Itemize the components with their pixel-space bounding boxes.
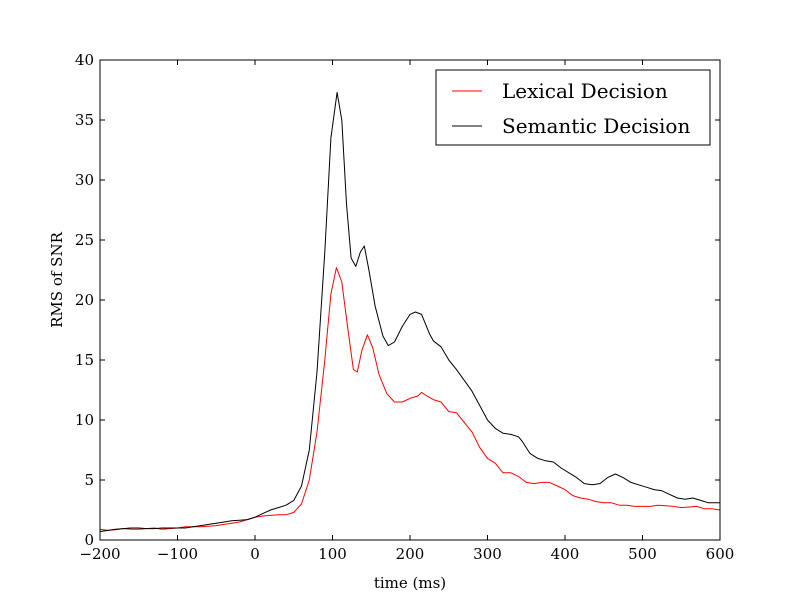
y-axis-title: RMS of SNR (48, 231, 66, 327)
x-tick-label: 600 (706, 545, 735, 563)
x-tick-label: 100 (318, 545, 347, 563)
legend-label-lexical-decision: Lexical Decision (502, 79, 668, 103)
series-line-semantic-decision (99, 91, 720, 533)
y-tick-label: 40 (75, 51, 94, 69)
legend-frame (435, 69, 711, 146)
y-tick-label: 5 (84, 471, 94, 489)
x-tick-label: 500 (628, 545, 657, 563)
labels-layer: −200 −100 0 100 200 300 400 500 600 0 5 10 15 20 25 30 3… (75, 51, 734, 563)
y-tick-label: 20 (75, 291, 94, 309)
x-tick-label: −200 (79, 545, 120, 563)
series-line-lexical-decision (99, 267, 721, 531)
y-tick-label: 35 (75, 111, 94, 129)
legend-label-semantic-decision: Semantic Decision (502, 114, 690, 138)
x-tick-label: 300 (473, 545, 502, 563)
y-tick-label: 10 (75, 411, 94, 429)
plot-frame (99, 59, 721, 541)
y-tick-label: 15 (75, 351, 94, 369)
y-tick-label: 30 (75, 171, 94, 189)
legend: Lexical Decision Semantic Decision (435, 69, 711, 146)
y-tick-label: 25 (75, 231, 94, 249)
series-layer (99, 91, 721, 533)
x-tick-label: 200 (396, 545, 425, 563)
x-tick-label: 0 (250, 545, 260, 563)
x-axis-title: time (ms) (374, 574, 446, 592)
x-tick-label: 400 (551, 545, 580, 563)
x-tick-label: −100 (157, 545, 198, 563)
y-tick-label: 0 (84, 531, 94, 549)
